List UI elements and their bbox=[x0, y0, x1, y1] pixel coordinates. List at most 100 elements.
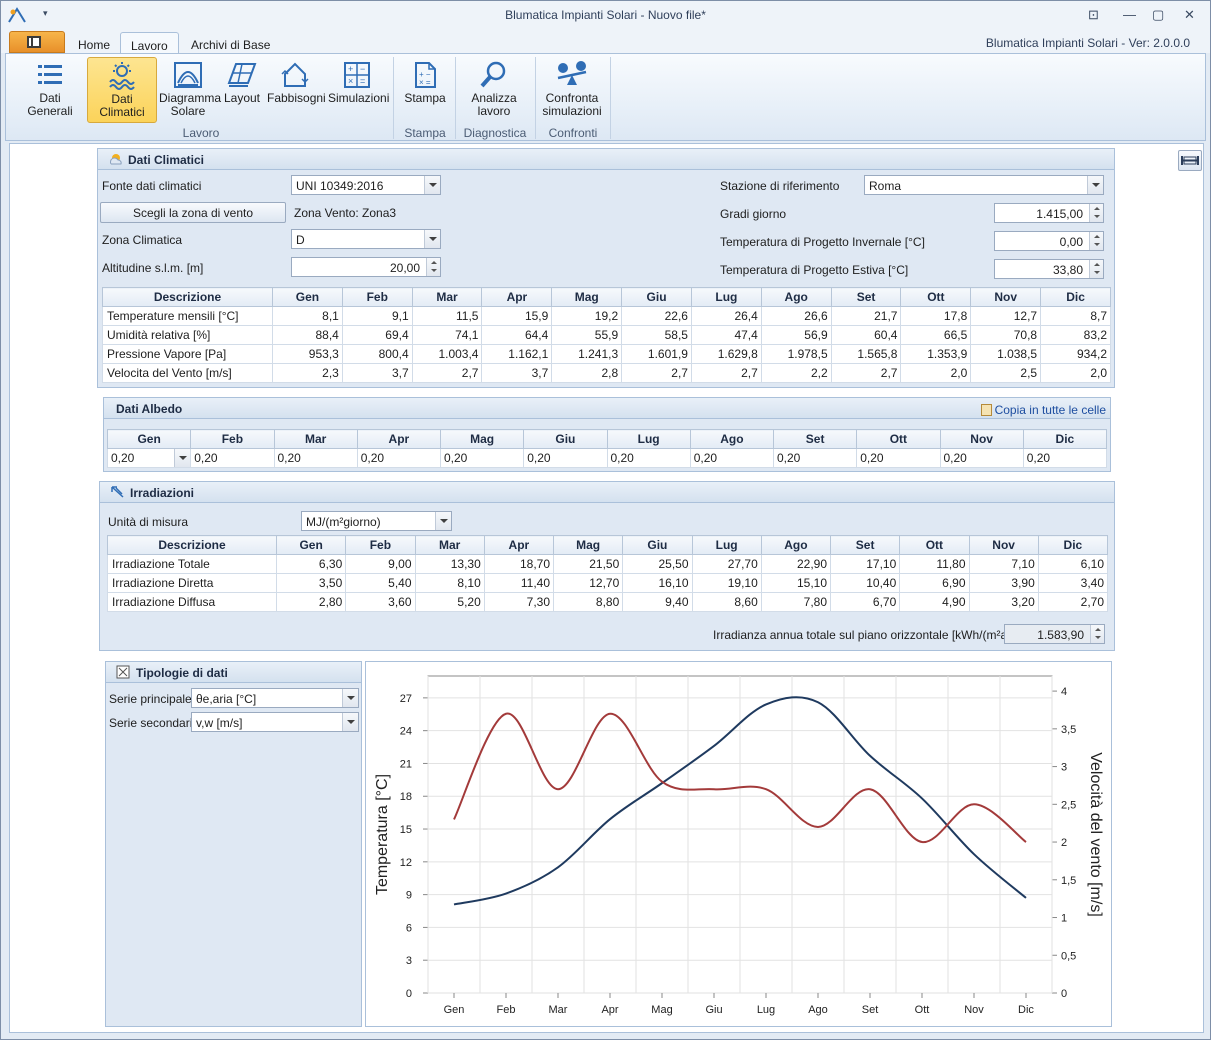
table-cell[interactable]: 6,30 bbox=[275, 554, 347, 574]
confronta-simulazioni-button[interactable]: Confronta simulazioni bbox=[542, 57, 602, 123]
table-cell[interactable]: 6,10 bbox=[1037, 554, 1109, 574]
table-cell[interactable]: 2,7 bbox=[690, 363, 762, 383]
serie-principale-select[interactable]: θe,aria [°C] bbox=[191, 688, 359, 708]
table-cell[interactable]: 15,9 bbox=[481, 306, 553, 326]
row-description[interactable]: Irradiazione Diffusa bbox=[107, 592, 277, 612]
fonte-dati-select[interactable]: UNI 10349:2016 bbox=[291, 175, 441, 195]
table-cell[interactable]: 88,4 bbox=[272, 325, 343, 345]
temp-invernale-input[interactable]: 0,00 bbox=[994, 231, 1104, 251]
spin-buttons-icon[interactable] bbox=[426, 258, 440, 276]
chevron-down-icon[interactable] bbox=[1087, 176, 1103, 194]
table-cell[interactable]: 2,2 bbox=[760, 363, 832, 383]
table-cell[interactable]: 2,7 bbox=[411, 363, 483, 383]
table-cell[interactable]: 953,3 bbox=[272, 344, 343, 364]
table-cell[interactable]: 1.629,8 bbox=[690, 344, 762, 364]
analizza-lavoro-button[interactable]: Analizza lavoro bbox=[468, 57, 520, 123]
table-cell[interactable]: 83,2 bbox=[1040, 325, 1111, 345]
albedo-cell[interactable]: 0,20 bbox=[772, 448, 858, 468]
table-cell[interactable]: 19,10 bbox=[691, 573, 762, 593]
row-description[interactable]: Irradiazione Diretta bbox=[107, 573, 277, 593]
table-cell[interactable]: 56,9 bbox=[760, 325, 832, 345]
row-description[interactable]: Pressione Vapore [Pa] bbox=[102, 344, 273, 364]
table-cell[interactable]: 2,70 bbox=[1037, 592, 1109, 612]
table-cell[interactable]: 12,7 bbox=[970, 306, 1042, 326]
table-cell[interactable]: 11,5 bbox=[411, 306, 483, 326]
temp-estiva-input[interactable]: 33,80 bbox=[994, 259, 1104, 279]
table-cell[interactable]: 21,50 bbox=[552, 554, 624, 574]
albedo-cell[interactable]: 0,20 bbox=[939, 448, 1024, 468]
table-cell[interactable]: 12,70 bbox=[552, 573, 624, 593]
spin-buttons-icon[interactable] bbox=[1089, 204, 1103, 222]
table-cell[interactable]: 9,00 bbox=[345, 554, 416, 574]
dati-generali-button[interactable]: Dati Generali bbox=[16, 57, 84, 123]
table-cell[interactable]: 13,30 bbox=[414, 554, 485, 574]
table-cell[interactable]: 2,0 bbox=[900, 363, 972, 383]
table-cell[interactable]: 2,7 bbox=[830, 363, 902, 383]
table-cell[interactable]: 6,70 bbox=[829, 592, 901, 612]
table-cell[interactable]: 4,90 bbox=[899, 592, 970, 612]
tab-home[interactable]: Home bbox=[78, 38, 111, 52]
table-cell[interactable]: 5,40 bbox=[345, 573, 416, 593]
chevron-down-icon[interactable] bbox=[174, 449, 191, 467]
table-cell[interactable]: 5,20 bbox=[414, 592, 485, 612]
albedo-cell[interactable]: 0,20 bbox=[856, 448, 941, 468]
table-cell[interactable]: 55,9 bbox=[551, 325, 623, 345]
table-cell[interactable]: 17,8 bbox=[900, 306, 972, 326]
table-cell[interactable]: 2,7 bbox=[621, 363, 692, 383]
table-cell[interactable]: 2,8 bbox=[551, 363, 623, 383]
table-cell[interactable]: 9,1 bbox=[341, 306, 413, 326]
table-cell[interactable]: 19,2 bbox=[551, 306, 623, 326]
table-cell[interactable]: 10,40 bbox=[829, 573, 901, 593]
table-cell[interactable]: 1.601,9 bbox=[621, 344, 692, 364]
table-cell[interactable]: 47,4 bbox=[690, 325, 762, 345]
altitudine-input[interactable]: 20,00 bbox=[291, 257, 441, 277]
table-cell[interactable]: 2,5 bbox=[970, 363, 1042, 383]
table-cell[interactable]: 3,20 bbox=[968, 592, 1039, 612]
table-cell[interactable]: 1.038,5 bbox=[970, 344, 1042, 364]
table-cell[interactable]: 26,6 bbox=[760, 306, 832, 326]
serie-secondaria-select[interactable]: v,w [m/s] bbox=[191, 712, 359, 732]
table-cell[interactable]: 1.353,9 bbox=[900, 344, 972, 364]
quick-access-dropdown-icon[interactable]: ▾ bbox=[43, 8, 48, 18]
table-cell[interactable]: 74,1 bbox=[411, 325, 483, 345]
table-cell[interactable]: 25,50 bbox=[622, 554, 693, 574]
chevron-down-icon[interactable] bbox=[342, 689, 358, 707]
chevron-down-icon[interactable] bbox=[424, 176, 440, 194]
table-cell[interactable]: 7,10 bbox=[968, 554, 1039, 574]
table-cell[interactable]: 11,40 bbox=[483, 573, 555, 593]
row-description[interactable]: Velocita del Vento [m/s] bbox=[102, 363, 273, 383]
table-cell[interactable]: 3,90 bbox=[968, 573, 1039, 593]
table-cell[interactable]: 8,60 bbox=[691, 592, 762, 612]
copia-tutte-celle-button[interactable]: Copia in tutte le celle bbox=[980, 403, 1106, 417]
table-cell[interactable]: 11,80 bbox=[899, 554, 970, 574]
stazione-select[interactable]: Roma bbox=[864, 175, 1104, 195]
row-description[interactable]: Umidità relativa [%] bbox=[102, 325, 273, 345]
chevron-down-icon[interactable] bbox=[342, 713, 358, 731]
table-cell[interactable]: 15,10 bbox=[760, 573, 832, 593]
layout-icon[interactable]: ⊡ bbox=[1088, 7, 1099, 22]
table-cell[interactable]: 934,2 bbox=[1040, 344, 1111, 364]
table-cell[interactable]: 64,4 bbox=[481, 325, 553, 345]
table-cell[interactable]: 3,50 bbox=[275, 573, 347, 593]
panel-toggle-button[interactable] bbox=[1178, 150, 1202, 171]
albedo-cell[interactable]: 0,20 bbox=[689, 448, 775, 468]
table-cell[interactable]: 6,90 bbox=[899, 573, 970, 593]
table-cell[interactable]: 27,70 bbox=[691, 554, 762, 574]
table-cell[interactable]: 3,60 bbox=[345, 592, 416, 612]
albedo-cell[interactable]: 0,20 bbox=[190, 448, 275, 468]
simulazioni-button[interactable]: + − × = Simulazioni bbox=[328, 57, 389, 123]
table-cell[interactable]: 1.241,3 bbox=[551, 344, 623, 364]
minimize-button[interactable]: — bbox=[1123, 7, 1136, 22]
row-description[interactable]: Irradiazione Totale bbox=[107, 554, 277, 574]
table-cell[interactable]: 8,10 bbox=[414, 573, 485, 593]
unita-misura-select[interactable]: MJ/(m²giorno) bbox=[301, 511, 452, 531]
zona-climatica-select[interactable]: D bbox=[291, 229, 441, 249]
table-cell[interactable]: 3,40 bbox=[1037, 573, 1109, 593]
table-cell[interactable]: 17,10 bbox=[829, 554, 901, 574]
file-menu-button[interactable] bbox=[9, 31, 65, 53]
spin-buttons-icon[interactable] bbox=[1089, 260, 1103, 278]
gradi-giorno-input[interactable]: 1.415,00 bbox=[994, 203, 1104, 223]
tab-lavoro[interactable]: Lavoro bbox=[120, 32, 179, 53]
table-cell[interactable]: 8,80 bbox=[552, 592, 624, 612]
table-cell[interactable]: 58,5 bbox=[621, 325, 692, 345]
